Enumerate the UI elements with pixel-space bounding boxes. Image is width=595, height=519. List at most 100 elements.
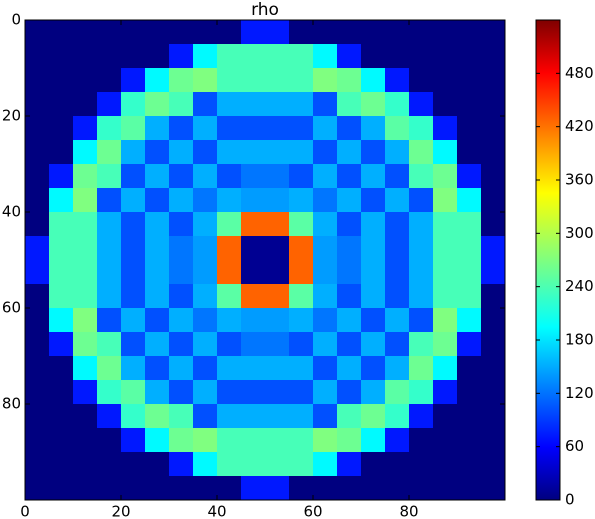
heat-cell (25, 68, 50, 93)
heat-cell (73, 92, 98, 117)
heat-cell (265, 332, 290, 357)
heat-cell (217, 476, 242, 501)
heat-cell (481, 44, 506, 69)
heat-cell (433, 212, 458, 237)
heat-cell (265, 308, 290, 333)
heat-cell (337, 236, 362, 261)
heat-cell (193, 404, 218, 429)
heat-cell (217, 20, 242, 45)
heat-cell (217, 236, 242, 261)
heat-cell (217, 212, 242, 237)
heat-cell (121, 44, 146, 69)
heat-cell (145, 356, 170, 381)
heat-cell (193, 476, 218, 501)
heat-cell (97, 284, 122, 309)
heat-cell (457, 380, 482, 405)
heat-cell (49, 380, 74, 405)
heat-cell (313, 68, 338, 93)
heat-cell (457, 332, 482, 357)
heat-cell (49, 212, 74, 237)
heat-cell (265, 236, 290, 261)
heat-cell (145, 92, 170, 117)
heat-cell (217, 44, 242, 69)
heat-cell (73, 308, 98, 333)
heat-cell (289, 476, 314, 501)
heat-cell (385, 404, 410, 429)
heat-cell (265, 20, 290, 45)
heat-cell (457, 404, 482, 429)
heat-cell (337, 212, 362, 237)
y-tick-label: 80 (2, 395, 21, 413)
heat-cell (97, 20, 122, 45)
heat-cell (169, 332, 194, 357)
heat-cell (97, 356, 122, 381)
heat-cell (385, 188, 410, 213)
heat-cell (145, 20, 170, 45)
heat-cell (73, 356, 98, 381)
heat-cell (457, 428, 482, 453)
heat-cell (289, 140, 314, 165)
heat-cell (457, 212, 482, 237)
heat-cell (241, 164, 266, 189)
heat-cell (169, 356, 194, 381)
heat-cell (361, 68, 386, 93)
heat-cell (49, 428, 74, 453)
heat-cell (193, 428, 218, 453)
heat-cell (265, 356, 290, 381)
heat-cell (433, 92, 458, 117)
heat-cell (49, 164, 74, 189)
heat-cell (49, 260, 74, 285)
heat-cell (337, 20, 362, 45)
heat-cell (217, 284, 242, 309)
heat-cell (409, 404, 434, 429)
heat-cell (169, 236, 194, 261)
heat-cell (433, 380, 458, 405)
heat-cell (73, 44, 98, 69)
colorbar-tick-label: 420 (565, 117, 594, 135)
heat-cell (145, 212, 170, 237)
heat-cell (241, 428, 266, 453)
heat-cell (73, 164, 98, 189)
heat-cell (433, 356, 458, 381)
heat-cell (25, 428, 50, 453)
heat-cell (409, 44, 434, 69)
colorbar-tick-label: 300 (565, 224, 594, 242)
heat-cell (265, 116, 290, 141)
colorbar-tick-label: 0 (565, 491, 575, 509)
heat-cell (481, 308, 506, 333)
heat-cell (385, 236, 410, 261)
heat-cell (49, 92, 74, 117)
colorbar (535, 19, 561, 501)
heat-cell (193, 68, 218, 93)
heat-cell (457, 236, 482, 261)
heat-cell (361, 20, 386, 45)
heat-cell (361, 140, 386, 165)
heat-cell (193, 92, 218, 117)
heat-cell (361, 380, 386, 405)
heat-cell (289, 164, 314, 189)
heat-cell (121, 140, 146, 165)
heat-cell (49, 284, 74, 309)
heat-cell (169, 44, 194, 69)
x-tick-label: 20 (111, 503, 130, 519)
heat-cell (481, 68, 506, 93)
heat-cell (409, 140, 434, 165)
heat-cell (385, 428, 410, 453)
heat-cell (241, 92, 266, 117)
heat-cell (457, 164, 482, 189)
heat-cell (49, 308, 74, 333)
heat-cell (97, 68, 122, 93)
heat-cell (433, 68, 458, 93)
heat-cell (385, 68, 410, 93)
heat-cell (289, 356, 314, 381)
heat-cell (193, 44, 218, 69)
heat-cell (265, 404, 290, 429)
heat-cell (121, 356, 146, 381)
colorbar-tick-label: 480 (565, 64, 594, 82)
heat-cell (337, 260, 362, 285)
heat-cell (97, 188, 122, 213)
heat-cell (361, 44, 386, 69)
heat-cell (289, 116, 314, 141)
heat-cell (457, 44, 482, 69)
